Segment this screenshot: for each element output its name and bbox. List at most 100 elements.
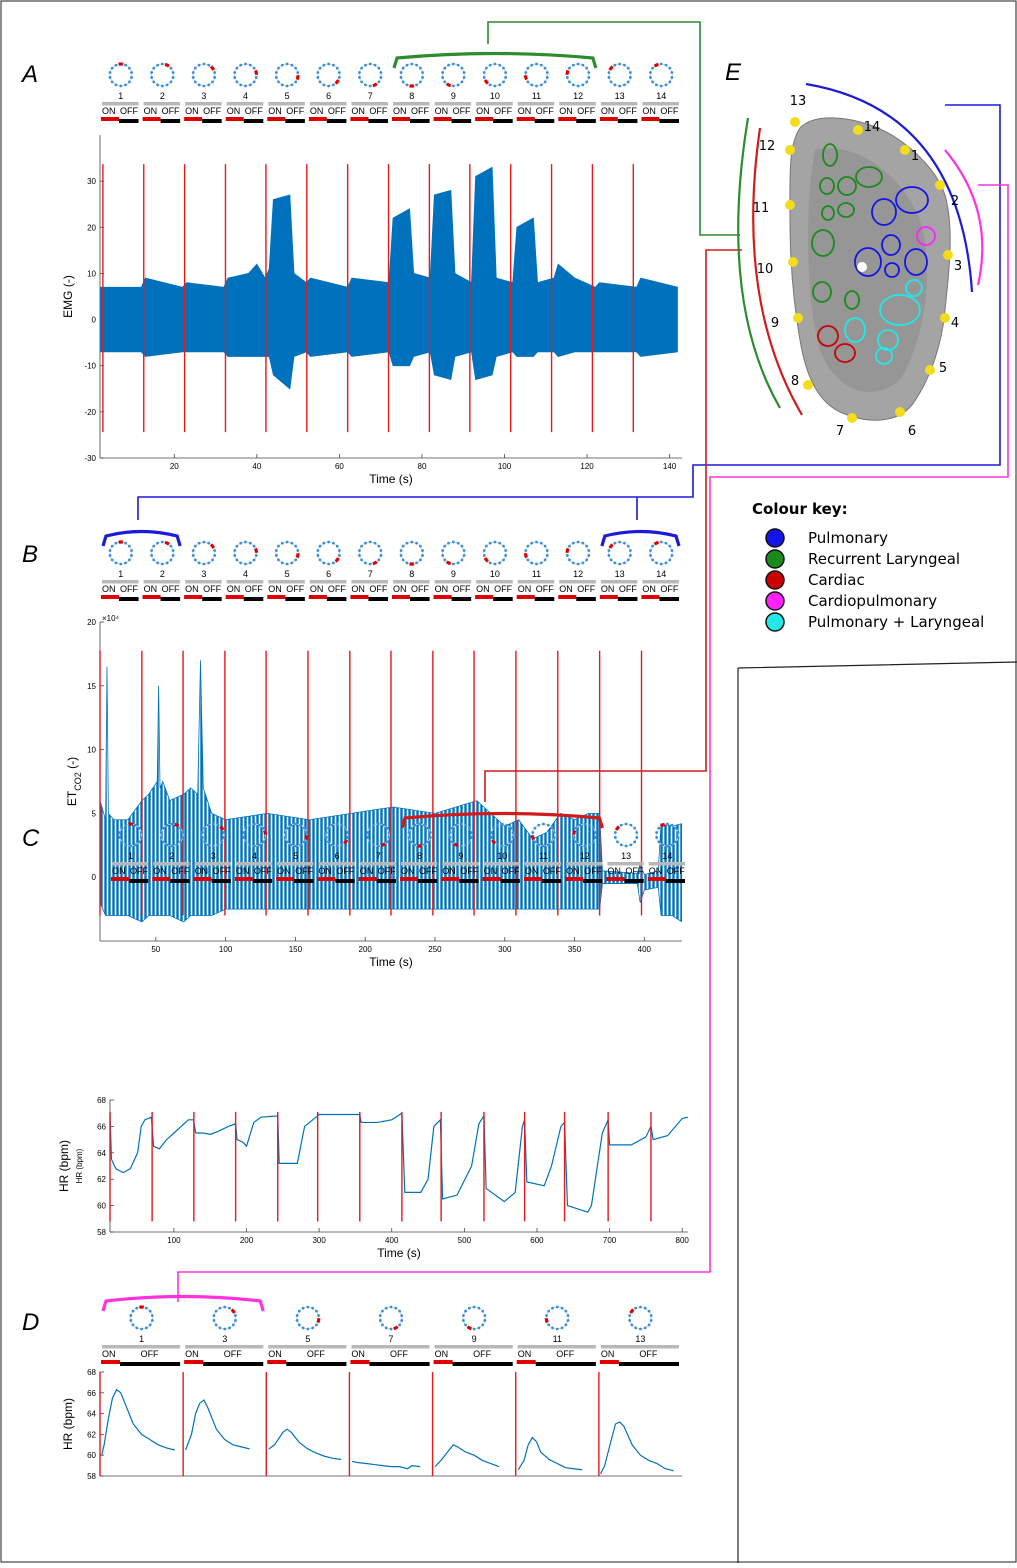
- x-tick-label: 140: [663, 462, 677, 471]
- contact: [128, 558, 131, 561]
- contact: [585, 558, 588, 561]
- contact: [234, 1314, 237, 1317]
- contact: [109, 554, 112, 557]
- contact: [415, 84, 418, 87]
- contact: [649, 554, 652, 557]
- contact: [179, 827, 182, 830]
- off-bar: [253, 879, 272, 883]
- contact: [109, 549, 112, 552]
- contact: [481, 1323, 484, 1326]
- on-bar: [226, 595, 244, 599]
- contact: [489, 542, 492, 545]
- electrode-number: 7: [376, 851, 381, 861]
- contact: [128, 67, 131, 70]
- electrode-number: 7: [368, 91, 373, 101]
- off-bar: [624, 879, 643, 883]
- on-bar: [475, 595, 493, 599]
- slot-bar: [442, 862, 478, 866]
- on-label: ON: [401, 866, 415, 876]
- contact: [531, 831, 534, 834]
- slot-bar: [310, 102, 347, 106]
- electrode-contact: [940, 313, 950, 323]
- electrode-number: 3: [201, 569, 206, 579]
- contact: [540, 64, 543, 67]
- contact: [526, 545, 529, 548]
- active-contact: [616, 827, 619, 830]
- key-label: Pulmonary: [808, 529, 888, 547]
- contact: [332, 84, 335, 87]
- contact: [660, 541, 663, 544]
- slot-bar: [318, 862, 354, 866]
- contact: [298, 1323, 301, 1326]
- on-label: ON: [601, 106, 615, 116]
- contact: [336, 823, 339, 826]
- contact: [286, 827, 289, 830]
- contact: [332, 562, 335, 565]
- contact: [213, 554, 216, 557]
- off-bar: [618, 119, 638, 123]
- contact: [651, 545, 654, 548]
- contact: [668, 545, 671, 548]
- contact: [481, 1310, 484, 1313]
- contact: [630, 1323, 633, 1326]
- y-tick-label: 66: [97, 1122, 106, 1131]
- electrode-number: 4: [243, 91, 248, 101]
- contact: [478, 1327, 481, 1330]
- contact: [171, 823, 174, 826]
- contact: [452, 541, 455, 544]
- x-tick-label: 100: [219, 945, 233, 954]
- contact: [192, 71, 195, 74]
- electrode-number: 13: [615, 91, 625, 101]
- on-label: ON: [642, 106, 656, 116]
- y-axis-label-small: HR (bpm): [75, 1148, 84, 1183]
- contact: [441, 76, 444, 79]
- contact: [233, 554, 236, 557]
- contact: [223, 836, 226, 839]
- contact: [369, 63, 372, 66]
- off-label: OFF: [667, 866, 685, 876]
- contact: [581, 84, 584, 87]
- contact: [533, 840, 536, 843]
- slot-bar: [601, 102, 638, 106]
- contact: [172, 76, 175, 79]
- contact: [170, 545, 173, 548]
- contact: [410, 63, 413, 66]
- contact: [239, 84, 242, 87]
- contact: [494, 63, 497, 66]
- off-bar: [501, 879, 520, 883]
- electrode-contact: [853, 125, 863, 135]
- y-tick-label: 62: [97, 1175, 106, 1184]
- electrode-number: 12: [573, 91, 583, 101]
- off-bar: [285, 597, 305, 601]
- contact: [175, 844, 178, 847]
- contact: [258, 844, 261, 847]
- contact: [235, 558, 238, 561]
- y-tick-label: 15: [87, 682, 96, 691]
- contact: [464, 844, 467, 847]
- contact: [264, 836, 267, 839]
- contact: [302, 1327, 305, 1330]
- slot-bar: [144, 580, 181, 584]
- contact: [322, 84, 325, 87]
- active-contact: [526, 75, 527, 79]
- contact: [198, 64, 201, 67]
- contact: [421, 549, 424, 552]
- off-bar: [542, 879, 561, 883]
- slot-bar: [310, 580, 347, 584]
- contact: [124, 844, 127, 847]
- contact: [627, 80, 630, 83]
- contact: [338, 76, 341, 79]
- electrode-contact: [925, 365, 935, 375]
- contact: [547, 1323, 550, 1326]
- contact: [372, 844, 375, 847]
- contact: [494, 563, 497, 566]
- contact: [360, 545, 363, 548]
- off-bar: [666, 879, 685, 883]
- on-bar: [441, 877, 459, 881]
- contact: [156, 542, 159, 545]
- contact: [410, 840, 413, 843]
- active-contact: [336, 558, 339, 561]
- electrode-number: 5: [305, 1334, 310, 1344]
